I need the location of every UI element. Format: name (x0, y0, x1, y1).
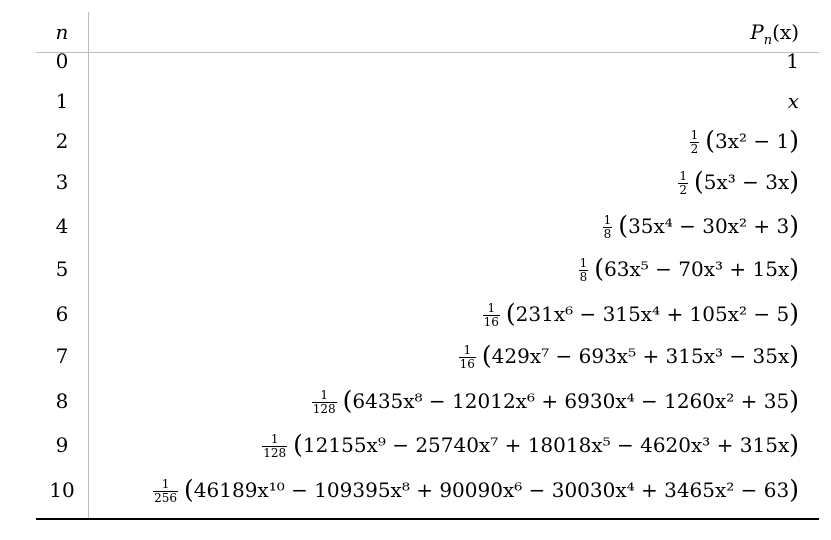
fraction-denominator: 256 (154, 491, 178, 505)
row-polynomial: 1 2 (5x³ − 3x) (678, 167, 799, 197)
polynomial-expression: 6435x⁸ − 12012x⁶ + 6930x⁴ − 1260x² + 35 (352, 389, 790, 413)
row-index: 3 (55, 170, 69, 194)
header-p-argument: (x) (772, 20, 799, 44)
polynomial-expression: 46189x¹⁰ − 109395x⁸ + 90090x⁶ − 30030x⁴ … (193, 478, 790, 502)
fraction-denominator: 16 (459, 357, 475, 371)
fraction-denominator: 16 (483, 315, 499, 329)
coefficient-fraction: 1 256 (153, 478, 179, 505)
fraction-numerator: 1 (153, 478, 179, 492)
coefficient-fraction: 1 16 (482, 302, 500, 329)
row-polynomial: 1 128 (12155x⁹ − 25740x⁷ + 18018x⁵ − 4620x… (262, 430, 799, 460)
row-polynomial: x (96, 89, 799, 113)
coefficient-fraction: 1 16 (458, 344, 476, 371)
fraction-denominator: 8 (603, 227, 612, 241)
row-index: 0 (55, 49, 69, 73)
row-polynomial: 1 16 (231x⁶ − 315x⁴ + 105x² − 5) (482, 299, 799, 329)
fraction-numerator: 1 (311, 389, 337, 403)
row-index: 10 (49, 478, 75, 502)
polynomial-expression: 5x³ − 3x (703, 170, 790, 194)
row-polynomial: 1 128 (6435x⁸ − 12012x⁶ + 6930x⁴ − 1260x² … (311, 386, 799, 416)
polynomial-expression: 231x⁶ − 315x⁴ + 105x² − 5 (515, 302, 790, 326)
row-index: 4 (55, 214, 69, 238)
row-polynomial: 1 8 (63x⁵ − 70x³ + 15x) (578, 254, 799, 284)
polynomial-expression: 429x⁷ − 693x⁵ + 315x³ − 35x (491, 344, 790, 368)
column-divider (88, 12, 89, 518)
fraction-numerator: 1 (482, 302, 500, 316)
fraction-numerator: 1 (578, 256, 589, 271)
polynomial-expression: x (787, 89, 799, 113)
header-p-name: P (750, 20, 764, 44)
fraction-numerator: 1 (678, 169, 688, 184)
fraction-denominator: 8 (579, 270, 588, 284)
fraction-numerator: 1 (602, 213, 613, 228)
header-n: n (55, 20, 69, 44)
row-polynomial: 1 256 (46189x¹⁰ − 109395x⁸ + 90090x⁶ − 300… (153, 475, 799, 505)
bottom-rule (36, 518, 819, 520)
row-index: 2 (55, 129, 69, 153)
fraction-denominator: 2 (690, 142, 699, 156)
row-index: 9 (55, 433, 69, 457)
row-index: 8 (55, 389, 69, 413)
header-polynomial: Pn(x) (96, 20, 799, 47)
fraction-numerator: 1 (689, 128, 700, 143)
fraction-denominator: 128 (263, 446, 287, 460)
fraction-numerator: 1 (458, 344, 476, 358)
polynomial-expression: 63x⁵ − 70x³ + 15x (604, 257, 790, 281)
row-polynomial: 1 (96, 49, 799, 73)
row-index: 6 (55, 302, 69, 326)
polynomial-expression: 35x⁴ − 30x² + 3 (628, 214, 790, 238)
polynomial-expression: 1 (786, 49, 799, 73)
fraction-denominator: 2 (679, 183, 687, 197)
row-index: 7 (55, 344, 69, 368)
row-polynomial: 1 2 (3x² − 1) (689, 126, 799, 156)
coefficient-fraction: 1 128 (311, 389, 337, 416)
row-polynomial: 1 16 (429x⁷ − 693x⁵ + 315x³ − 35x) (458, 341, 799, 371)
fraction-denominator: 128 (312, 402, 336, 416)
polynomial-expression: 12155x⁹ − 25740x⁷ + 18018x⁵ − 4620x³ + 3… (302, 433, 790, 457)
row-index: 5 (55, 257, 69, 281)
row-polynomial: 1 8 (35x⁴ − 30x² + 3) (602, 211, 799, 241)
header-p-subscript: n (763, 33, 773, 48)
polynomial-expression: 3x² − 1 (715, 129, 790, 153)
row-index: 1 (55, 89, 69, 113)
header-rule (36, 52, 819, 53)
coefficient-fraction: 1 128 (262, 433, 288, 460)
fraction-numerator: 1 (262, 433, 288, 447)
legendre-polynomial-table: n Pn(x) 0 1 1 x 2 1 2 (3x² − 1) 3 1 2 (5x³ − 3x) 4 1 8… (36, 12, 819, 520)
